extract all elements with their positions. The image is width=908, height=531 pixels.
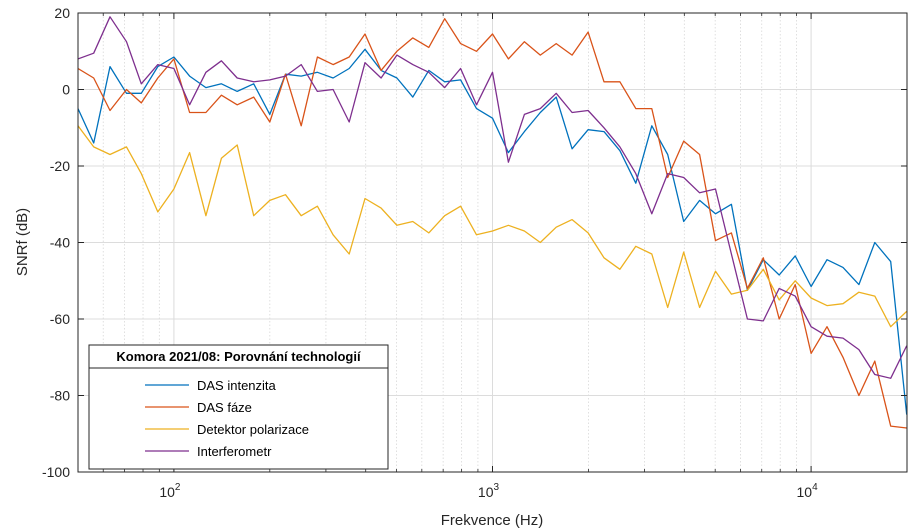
- y-tick-label: -40: [50, 235, 70, 251]
- y-tick-label: -60: [50, 311, 70, 327]
- legend: Komora 2021/08: Porovnání technologií DAS…: [88, 344, 389, 470]
- legend-title: Komora 2021/08: Porovnání technologií: [116, 349, 361, 364]
- series-line-interferometr: [78, 16, 907, 379]
- axes-box: [77, 12, 908, 473]
- y-tick-label: -20: [50, 158, 70, 174]
- series-line-das-intenzita: [78, 48, 907, 415]
- x-tick-label: 102: [159, 482, 181, 500]
- y-tick-label: 20: [54, 5, 70, 21]
- legend-label: DAS fáze: [197, 400, 252, 415]
- legend-box: [88, 344, 389, 470]
- legend-label: DAS intenzita: [197, 378, 277, 393]
- x-tick-label: 104: [797, 482, 819, 500]
- legend-label: Detektor polarizace: [197, 422, 309, 437]
- legend-label: Interferometr: [197, 444, 272, 459]
- series-lines: [78, 16, 907, 429]
- y-tick-label: -100: [42, 464, 70, 480]
- x-tick-label: 103: [478, 482, 500, 500]
- x-axis-title: Frekvence (Hz): [441, 512, 544, 529]
- y-tick-label: 0: [62, 82, 70, 98]
- axes: 102 103 104 20 0 -20 -40 -60 -80 -100: [42, 5, 908, 500]
- y-tick-label: -80: [50, 388, 70, 404]
- series-line-detektor-polarizace: [78, 125, 907, 328]
- y-axis-title: SNRf (dB): [14, 208, 31, 276]
